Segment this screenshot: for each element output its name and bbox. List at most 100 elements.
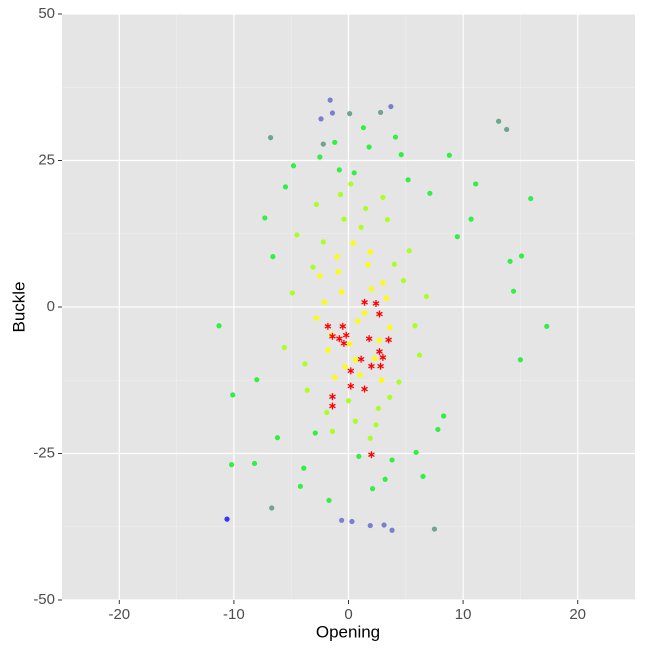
asterisk-stroke [342, 332, 350, 338]
point [304, 387, 310, 393]
axes: -20 -10 0 10 20 -50 -25 0 25 50 [33, 5, 586, 623]
asterisk-stroke [340, 341, 348, 346]
point [384, 217, 391, 223]
point [269, 505, 275, 511]
point [348, 181, 354, 187]
point [274, 435, 281, 441]
x-tick-label: -10 [223, 606, 245, 623]
asterisk-point [329, 332, 336, 340]
point [423, 293, 430, 300]
x-tick-label: 20 [569, 606, 586, 623]
asterisk-stroke [376, 349, 383, 354]
point [317, 273, 323, 279]
point [413, 449, 419, 455]
point [327, 97, 333, 103]
point [361, 310, 368, 316]
point [349, 518, 355, 525]
point [318, 116, 324, 122]
point [392, 134, 399, 140]
point [544, 323, 550, 329]
asterisk-stroke [379, 355, 387, 360]
point [325, 347, 331, 353]
point [400, 278, 407, 284]
point [216, 323, 222, 329]
point [301, 465, 307, 471]
point [367, 522, 373, 529]
y-axis-title: Buckle [9, 281, 28, 332]
point [267, 135, 274, 141]
points [216, 97, 550, 533]
point [347, 341, 353, 347]
point [317, 154, 323, 160]
point [336, 167, 342, 173]
asterisk-point [368, 451, 375, 459]
point [313, 201, 320, 208]
point [290, 163, 297, 169]
point [377, 109, 384, 116]
asterisk-point [379, 353, 387, 361]
point [406, 248, 412, 254]
point [341, 216, 347, 222]
point [528, 195, 534, 202]
point [320, 141, 326, 147]
point [510, 288, 517, 294]
y-tick-label: 50 [38, 5, 55, 22]
point [372, 355, 378, 362]
point [496, 118, 502, 124]
point [373, 422, 379, 428]
asterisk-point [347, 382, 355, 390]
point [473, 181, 479, 187]
asterisk-stroke [365, 336, 373, 341]
point [379, 377, 385, 383]
point [229, 462, 235, 468]
point [282, 184, 289, 190]
point [329, 110, 336, 116]
point [363, 205, 369, 212]
asterisk-stroke [385, 337, 392, 343]
point [405, 177, 411, 183]
asterisk-point [339, 322, 347, 330]
point [350, 240, 356, 246]
point [360, 125, 366, 131]
point [351, 170, 357, 176]
point [381, 522, 387, 528]
asterisk-point [361, 298, 368, 306]
point [334, 254, 340, 260]
x-tick-label: 10 [455, 606, 472, 623]
y-tick-label: 25 [38, 151, 55, 168]
point [380, 280, 386, 286]
point [251, 460, 258, 467]
point [345, 398, 352, 404]
y-tick-label: 0 [47, 298, 55, 315]
point [468, 216, 474, 222]
point [446, 152, 452, 158]
asterisk-point [347, 367, 355, 375]
point [358, 224, 364, 230]
point [416, 352, 423, 358]
point [504, 126, 510, 133]
point [352, 357, 358, 363]
point [262, 215, 268, 221]
asterisk-stroke [347, 383, 355, 389]
asterisk-point [329, 402, 336, 410]
asterisk-point [385, 336, 392, 344]
point [281, 344, 287, 351]
point [332, 139, 338, 145]
point [326, 497, 332, 503]
asterisk-point [342, 331, 350, 339]
x-tick-label: -20 [108, 606, 130, 623]
point [337, 191, 344, 198]
point [339, 517, 345, 523]
asterisk-point [324, 322, 332, 330]
asterisk-point [365, 335, 373, 343]
asterisk-stroke [376, 311, 383, 317]
point [389, 457, 395, 463]
point [388, 103, 394, 110]
asterisk-point [377, 362, 384, 370]
asterisk-point [376, 310, 383, 318]
point [289, 290, 295, 296]
asterisk-stroke [377, 363, 384, 369]
asterisk-point [335, 335, 343, 343]
asterisk-point [329, 393, 336, 401]
point [356, 453, 362, 460]
